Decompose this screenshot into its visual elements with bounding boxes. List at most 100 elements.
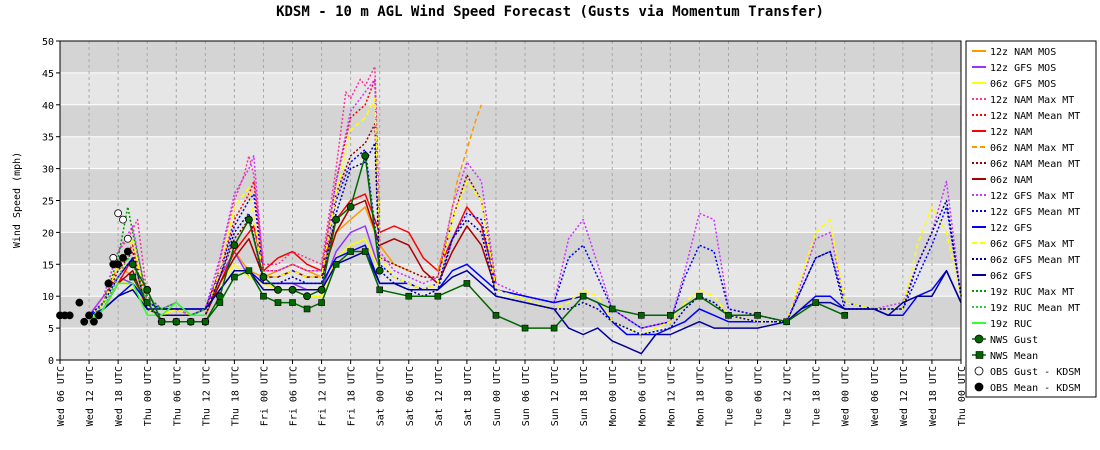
data-point: [216, 299, 224, 306]
y-tick-label: 5: [48, 324, 54, 335]
data-point: [114, 260, 123, 269]
data-point: [119, 254, 127, 262]
data-point: [123, 247, 132, 256]
legend-label: 12z NAM Max MT: [990, 95, 1074, 106]
series-19z-ruc: [88, 282, 206, 323]
data-point: [521, 324, 529, 332]
legend-item: 12z GFS Max MT: [972, 191, 1074, 202]
legend-item: 06z GFS Mean MT: [972, 255, 1080, 266]
data-point: [405, 292, 413, 300]
legend-label: 12z NAM: [990, 127, 1032, 138]
data-point: [289, 299, 296, 306]
series-line: [132, 250, 846, 329]
x-tick-label: Fri 12 UTC: [318, 366, 329, 426]
y-tick-label: 15: [42, 260, 54, 271]
y-axis-label: Wind Speed (mph): [12, 152, 23, 248]
band: [60, 232, 961, 265]
data-point: [754, 312, 761, 319]
x-tick-label: Mon 12 UTC: [666, 366, 677, 426]
x-tick-label: Thu 06 UTC: [172, 366, 183, 426]
y-tick-label: 10: [42, 292, 54, 303]
series-line: [88, 78, 962, 329]
data-point: [332, 260, 340, 268]
legend: 12z NAM MOS 12z GFS MOS 06z GFS MOS 12z NAM…: [965, 40, 1097, 398]
x-tick-label: Sat 12 UTC: [434, 366, 445, 426]
x-tick-label: Fri 06 UTC: [289, 366, 300, 426]
x-tick-label: Tue 18 UTC: [812, 366, 823, 426]
x-tick-label: Wed 12 UTC: [85, 366, 96, 426]
series-line: [88, 282, 206, 323]
band: [60, 136, 961, 169]
legend-item: 06z NAM: [972, 175, 1032, 186]
x-tick-label: Tue 00 UTC: [724, 366, 735, 426]
legend-item: 06z NAM Mean MT: [972, 159, 1080, 170]
data-point: [109, 254, 118, 262]
data-point: [245, 267, 253, 274]
series-06z-gfs-max-mt: [88, 97, 962, 336]
legend-item: 12z NAM Max MT: [972, 95, 1074, 106]
x-tick-label: Wed 06 UTC: [870, 366, 881, 426]
x-tick-label: Sun 18 UTC: [579, 366, 590, 426]
y-tick-label: 50: [42, 37, 54, 48]
data-point: [346, 202, 355, 211]
data-point: [463, 280, 471, 287]
x-tick-label: Sat 00 UTC: [376, 366, 387, 426]
series-obs-gust-kdsm: [109, 209, 132, 262]
legend-swatch: [974, 366, 984, 376]
x-tick-label: Thu 18 UTC: [230, 366, 241, 426]
y-tick-label: 20: [42, 228, 54, 239]
legend-label: NWS Gust: [990, 335, 1038, 346]
data-point: [579, 292, 587, 300]
legend-item: NWS Mean: [972, 351, 1038, 362]
data-point: [129, 273, 136, 281]
band: [60, 72, 961, 105]
series-line: [88, 97, 962, 336]
x-tick-label: Thu 00 UTC: [143, 366, 154, 426]
data-point: [492, 312, 500, 319]
data-point: [202, 318, 209, 326]
legend-item: 19z RUC Mean MT: [972, 303, 1080, 314]
x-tick-label: Sun 12 UTC: [550, 366, 561, 426]
band: [60, 328, 961, 360]
series-line: [88, 206, 206, 323]
y-tick-label: 35: [42, 133, 54, 144]
legend-item: 12z NAM Mean MT: [972, 111, 1080, 122]
series-line: [88, 257, 206, 323]
data-point: [361, 248, 369, 255]
data-point: [123, 234, 132, 243]
x-tick-label: Mon 06 UTC: [637, 366, 648, 426]
x-tick-label: Mon 00 UTC: [608, 366, 619, 426]
series-layer: [56, 65, 962, 355]
data-point: [94, 311, 103, 320]
legend-item: NWS Gust: [972, 334, 1038, 346]
data-point: [318, 299, 325, 306]
legend-label: 19z RUC: [990, 319, 1032, 330]
band: [60, 264, 961, 297]
data-point: [75, 298, 84, 307]
data-point: [376, 286, 384, 294]
series-line: [437, 104, 483, 271]
legend-item: 06z NAM Max MT: [972, 143, 1074, 154]
data-point: [274, 285, 282, 294]
legend-label: 12z NAM MOS: [990, 47, 1056, 58]
data-point: [303, 292, 311, 301]
band: [60, 104, 961, 137]
series-19z-ruc-max-mt: [88, 206, 206, 323]
data-point: [230, 241, 239, 250]
legend-item: 12z GFS Mean MT: [972, 207, 1080, 218]
x-tick-label: Wed 18 UTC: [114, 366, 125, 426]
legend-swatch: [974, 382, 984, 392]
legend-label: NWS Mean: [990, 351, 1038, 362]
legend-label: 19z RUC Max MT: [990, 287, 1074, 298]
x-tick-label: Sun 00 UTC: [492, 366, 503, 426]
legend-item: 19z RUC: [972, 319, 1032, 330]
data-point: [667, 312, 674, 319]
data-point: [90, 317, 98, 326]
data-point: [128, 260, 137, 269]
legend-item: OBS Gust - KDSM: [974, 366, 1080, 378]
x-tick-label: Wed 18 UTC: [928, 366, 939, 426]
legend-label: OBS Mean - KDSM: [990, 383, 1080, 394]
data-point: [245, 215, 253, 224]
data-point: [332, 215, 341, 224]
band: [60, 41, 961, 73]
